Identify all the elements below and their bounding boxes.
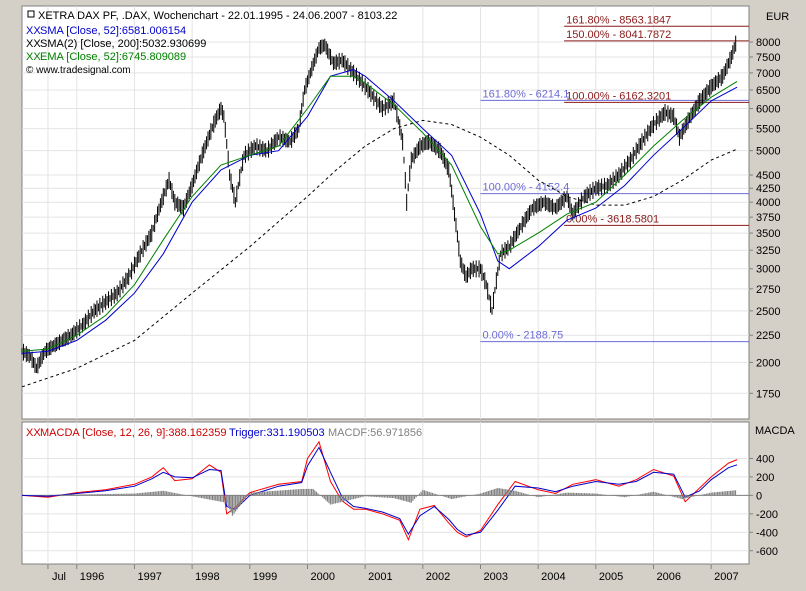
price-unit-label: EUR (766, 11, 789, 23)
price-tick-label: 7000 (756, 68, 780, 80)
macd-line-1 (21, 446, 738, 536)
price-tick-label: 5500 (756, 124, 780, 136)
price-tick-label: 2250 (756, 330, 780, 342)
x-tick-label: Jul (52, 571, 66, 583)
legend-trigger: Trigger:331.190503 (229, 427, 325, 439)
chart-title: XETRA DAX PF, .DAX, Wochenchart - 22.01.… (38, 10, 397, 22)
macd-y-axis: -600 -400 -200 0 200 400 (749, 453, 778, 558)
macd-tick-label: 200 (756, 472, 774, 484)
x-tick-label: 2000 (310, 571, 334, 583)
price-tick-label: 4250 (756, 183, 780, 195)
macd-unit-label: MACDA (755, 425, 795, 437)
series-line-3 (21, 75, 738, 352)
macd-tick-label: 400 (756, 453, 774, 465)
price-tick-label: 6000 (756, 104, 780, 116)
watermark: © www.tradesignal.com (26, 65, 131, 76)
legend-sma52-marker[interactable]: XX (26, 25, 41, 37)
fib-level-label: 161.80% - 8563.1847 (566, 14, 671, 26)
price-tick-label: 2500 (756, 306, 780, 318)
legend-macda: MACDA [Close, 12, 26, 9]:388.162359 (40, 427, 227, 439)
legend-macda-marker[interactable]: XX (26, 427, 41, 439)
x-tick-label: 2002 (426, 571, 450, 583)
fib-level-label: 0.00% - 3618.5801 (566, 213, 659, 225)
price-tick-label: 4000 (756, 197, 780, 209)
price-tick-label: 3000 (756, 264, 780, 276)
series-line-1 (21, 69, 738, 354)
price-tick-label: 5000 (756, 146, 780, 158)
price-tick-label: 3750 (756, 212, 780, 224)
fibonacci-levels: 161.80% - 8563.1847 150.00% - 8041.7872 10… (480, 14, 749, 343)
legend-sma200-marker[interactable]: XX (26, 38, 41, 50)
x-tick-label: 2005 (599, 571, 623, 583)
x-tick-label: 1997 (137, 571, 161, 583)
price-tick-label: 2750 (756, 284, 780, 296)
macd-tick-label: -600 (756, 546, 778, 558)
legend-ema52-marker[interactable]: XX (26, 51, 41, 63)
macd-series (21, 440, 749, 542)
price-tick-label: 1750 (756, 388, 780, 400)
price-tick-label: 6500 (756, 85, 780, 97)
price-tick-label: 8000 (756, 37, 780, 49)
macd-legend: XX MACDA [Close, 12, 26, 9]:388.162359 T… (26, 427, 422, 439)
price-series (21, 35, 738, 388)
macd-tick-label: -200 (756, 509, 778, 521)
series-line-2 (21, 119, 738, 388)
fib-level-label: 161.80% - 6214.1 (482, 88, 569, 100)
x-tick-label: 2004 (541, 571, 565, 583)
price-plot-area[interactable] (21, 5, 750, 420)
macd-tick-label: -400 (756, 527, 778, 539)
legend-sma52: SMA [Close, 52]:6581.006154 (40, 25, 186, 37)
macd-tick-label: 0 (756, 490, 762, 502)
fib-level-label: 150.00% - 8041.7872 (566, 29, 671, 41)
legend-macdf: MACDF:56.971856 (328, 427, 422, 439)
x-tick-label: 2003 (483, 571, 507, 583)
x-tick-label: 1998 (195, 571, 219, 583)
price-tick-label: 7500 (756, 52, 780, 64)
price-tick-label: 4500 (756, 170, 780, 182)
macd-plot-area[interactable] (21, 421, 750, 565)
fib-level-label: 100.00% - 4152.4 (482, 182, 569, 194)
legend-ema52: EMA [Close, 52]:6745.809089 (40, 51, 186, 63)
price-tick-label: 3500 (756, 228, 780, 240)
legend-sma200: SMA(2) [Close, 200]:5032.930699 (40, 38, 206, 50)
price-tick-label: 2000 (756, 357, 780, 369)
price-legend: XETRA DAX PF, .DAX, Wochenchart - 22.01.… (26, 10, 397, 76)
fib-level-label: 0.00% - 2188.75 (482, 330, 563, 342)
x-axis: Jul 1996 1997 1998 1999 2000 2001 2002 2003 2004 2… (47, 564, 739, 583)
title-checkbox-icon[interactable] (27, 10, 35, 18)
price-tick-label: 3250 (756, 245, 780, 257)
fib-level-label: 100.00% - 6162.3201 (566, 90, 671, 102)
price-y-axis: 1750 2000 2250 2500 2750 3000 3250 3500 3750 4000… (749, 37, 780, 400)
x-tick-label: 1999 (253, 571, 277, 583)
x-tick-label: 2007 (714, 571, 738, 583)
x-tick-label: 2001 (368, 571, 392, 583)
x-tick-label: 2006 (656, 571, 680, 583)
x-tick-label: 1996 (80, 571, 104, 583)
